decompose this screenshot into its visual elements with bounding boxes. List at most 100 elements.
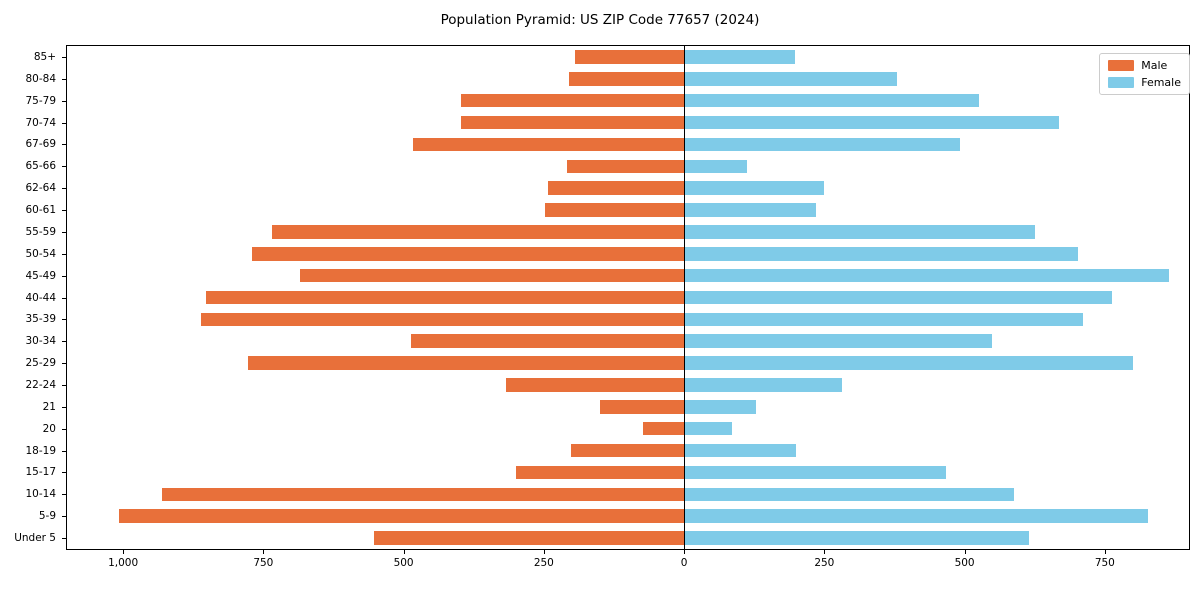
y-tick-label: 60-61 [25, 204, 56, 217]
x-axis: 1,000 750 500 250 0 250 500 750 [66, 550, 1190, 595]
x-tick-label: 250 [533, 557, 554, 569]
bar-female [684, 421, 732, 436]
bar-row [67, 268, 1189, 283]
bar-female [684, 312, 1083, 327]
x-tick-mark [824, 550, 826, 554]
bar-female [684, 72, 897, 86]
y-tick-label: 20 [42, 422, 56, 435]
bar-male [205, 290, 685, 305]
y-tick-mark [62, 472, 66, 474]
bar-row [67, 115, 1189, 130]
bar-female [684, 50, 796, 64]
y-tick-label: 25-29 [25, 357, 56, 370]
y-tick-mark [62, 428, 66, 430]
y-tick-mark [62, 494, 66, 496]
bar-male [271, 225, 685, 239]
x-tick-label: 500 [393, 557, 414, 569]
y-tick-mark [62, 78, 66, 80]
bar-female [684, 115, 1060, 130]
bar-female [684, 400, 757, 414]
x-tick-mark [543, 550, 545, 554]
bar-female [684, 334, 993, 348]
y-tick-label: Under 5 [14, 532, 56, 545]
x-tick-mark [123, 550, 125, 554]
bar-female [684, 356, 1134, 370]
bar-male [252, 246, 685, 261]
bar-male [544, 203, 685, 217]
y-tick-mark [62, 188, 66, 190]
y-tick-mark [62, 210, 66, 212]
bar-female [684, 290, 1113, 305]
y-tick-label: 50-54 [25, 247, 56, 260]
legend-item[interactable]: Male [1108, 59, 1181, 72]
bar-male [411, 334, 685, 348]
bar-male [505, 378, 685, 392]
bar-male [642, 421, 685, 436]
legend-swatch [1108, 77, 1135, 88]
y-tick-mark [62, 406, 66, 408]
y-tick-label: 62-64 [25, 182, 56, 195]
y-tick-mark [62, 297, 66, 299]
legend-label: Male [1141, 59, 1168, 72]
y-tick-label: 22-24 [25, 378, 56, 391]
bar-row [67, 465, 1189, 480]
bar-female [684, 93, 979, 108]
y-tick-mark [62, 100, 66, 102]
y-tick-mark [62, 144, 66, 146]
bar-row [67, 50, 1189, 64]
bar-female [684, 268, 1170, 283]
bar-row [67, 312, 1189, 327]
y-axis: Under 5 5-9 10-14 15-17 18-19 20 21 22-24 25-29 3… [0, 45, 66, 550]
bar-female [684, 159, 747, 174]
y-tick-label: 85+ [33, 50, 56, 63]
bar-row [67, 181, 1189, 195]
bar-female [684, 509, 1149, 523]
y-tick-label: 40-44 [25, 291, 56, 304]
bar-female [684, 181, 824, 195]
zero-axis-line [684, 46, 686, 549]
legend-swatch [1108, 60, 1135, 71]
y-tick-mark [62, 253, 66, 255]
bar-row [67, 443, 1189, 458]
bar-male [247, 356, 685, 370]
bar-male [200, 312, 685, 327]
chart-title: Population Pyramid: US ZIP Code 77657 (2… [440, 12, 760, 28]
chart-legend: Male Female [1099, 53, 1190, 95]
bar-row [67, 203, 1189, 217]
bar-male [599, 400, 685, 414]
y-tick-mark [62, 56, 66, 58]
legend-item[interactable]: Female [1108, 76, 1181, 89]
y-tick-mark [62, 319, 66, 321]
bar-male [569, 72, 685, 86]
bar-row [67, 93, 1189, 108]
y-tick-mark [62, 231, 66, 233]
bar-female [684, 225, 1035, 239]
bar-row [67, 509, 1189, 523]
y-tick-label: 5-9 [38, 510, 56, 523]
bar-male [574, 50, 685, 64]
bar-female [684, 203, 817, 217]
y-tick-label: 75-79 [25, 94, 56, 107]
bar-female [684, 487, 1014, 502]
bar-row [67, 137, 1189, 152]
y-tick-label: 70-74 [25, 116, 56, 129]
y-tick-label: 80-84 [25, 72, 56, 85]
bar-row [67, 356, 1189, 370]
legend-label: Female [1141, 76, 1181, 89]
bar-row [67, 290, 1189, 305]
bar-row [67, 531, 1189, 545]
y-tick-mark [62, 363, 66, 365]
bar-male [567, 159, 685, 174]
bar-male [460, 93, 685, 108]
x-tick-label: 500 [954, 557, 975, 569]
bar-row [67, 225, 1189, 239]
y-tick-mark [62, 450, 66, 452]
y-tick-mark [62, 122, 66, 124]
y-tick-mark [62, 538, 66, 540]
x-tick-mark [1104, 550, 1106, 554]
bar-male [547, 181, 685, 195]
bar-row [67, 246, 1189, 261]
bar-row [67, 421, 1189, 436]
y-tick-mark [62, 516, 66, 518]
